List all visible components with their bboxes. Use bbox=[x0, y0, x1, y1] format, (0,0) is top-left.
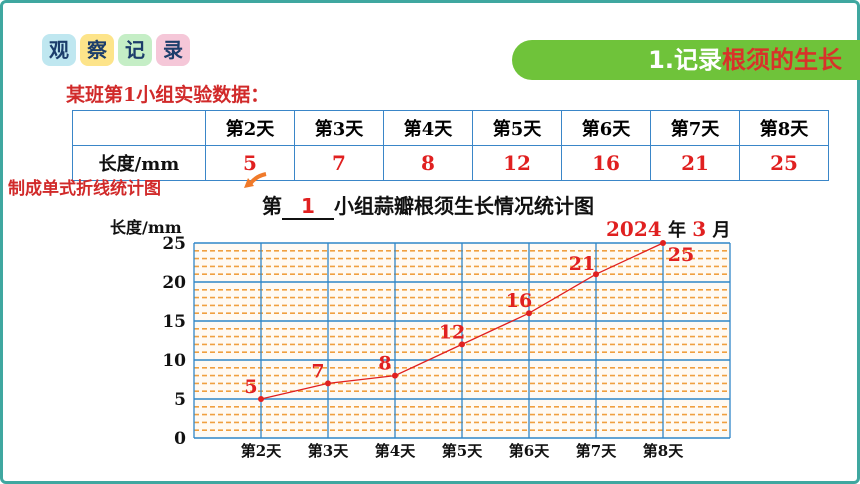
y-tick-label: 0 bbox=[174, 429, 186, 449]
ribbon-red-text: 根须的生长 bbox=[722, 46, 842, 74]
date-month: 3 bbox=[692, 217, 707, 241]
chart-title: 第 1 小组蒜瓣根须生长情况统计图 bbox=[262, 190, 594, 220]
chart-title-prefix: 第 bbox=[262, 194, 282, 218]
x-tick-label: 第6天 bbox=[509, 442, 550, 460]
data-point bbox=[593, 271, 599, 278]
data-label: 5 bbox=[244, 376, 257, 398]
data-point bbox=[258, 396, 264, 402]
table-value: 7 bbox=[294, 145, 384, 181]
data-label: 8 bbox=[378, 353, 391, 375]
y-tick-label: 15 bbox=[162, 312, 186, 332]
data-label: 21 bbox=[569, 253, 595, 275]
data-subtitle: 某班第1小组实验数据： bbox=[66, 84, 270, 106]
table-day-header: 第4天 bbox=[383, 110, 473, 146]
date-year-unit: 年 bbox=[667, 220, 686, 241]
data-label: 16 bbox=[506, 290, 532, 312]
table-value: 5 bbox=[205, 145, 295, 181]
callout-text: 制成单式折线统计图 bbox=[8, 179, 161, 199]
badge-char: 录 bbox=[156, 34, 190, 66]
chart-title-suffix: 小组蒜瓣根须生长情况统计图 bbox=[334, 194, 594, 218]
y-tick-label: 10 bbox=[162, 351, 186, 371]
table-corner bbox=[72, 110, 206, 146]
data-point bbox=[526, 310, 532, 317]
date-month-unit: 月 bbox=[712, 220, 731, 241]
y-tick-label: 20 bbox=[162, 273, 186, 293]
table-day-header: 第8天 bbox=[739, 110, 829, 146]
table-value: 8 bbox=[383, 145, 473, 181]
badge-char: 观 bbox=[42, 34, 76, 66]
data-table: 第2天 第3天 第4天 第5天 第6天 第7天 第8天 长度/mm 5 7 8 … bbox=[72, 110, 829, 181]
observation-record-badge: 观 察 记 录 bbox=[42, 34, 190, 68]
table-day-header: 第3天 bbox=[294, 110, 384, 146]
data-label: 25 bbox=[668, 244, 694, 266]
chart-title-group: 1 bbox=[282, 194, 334, 220]
x-tick-label: 第7天 bbox=[576, 442, 617, 460]
data-point bbox=[660, 240, 666, 246]
table-value: 16 bbox=[561, 145, 651, 181]
x-tick-label: 第3天 bbox=[308, 442, 349, 460]
section-ribbon: 1.记录根须的生长 bbox=[512, 40, 860, 80]
y-tick-label: 25 bbox=[162, 234, 186, 254]
badge-char: 记 bbox=[118, 34, 152, 66]
table-value: 12 bbox=[472, 145, 562, 181]
data-point bbox=[325, 380, 331, 387]
y-tick-label: 5 bbox=[174, 390, 186, 410]
date-year: 2024 bbox=[606, 217, 662, 241]
table-day-header: 第2天 bbox=[205, 110, 295, 146]
x-tick-label: 第2天 bbox=[241, 442, 282, 460]
table-day-header: 第6天 bbox=[561, 110, 651, 146]
table-value: 21 bbox=[650, 145, 740, 181]
table-value: 25 bbox=[739, 145, 829, 181]
y-axis-label: 长度/mm bbox=[110, 218, 182, 237]
data-point bbox=[392, 372, 398, 379]
table-value-row: 长度/mm 5 7 8 12 16 21 25 bbox=[72, 145, 829, 181]
badge-char: 察 bbox=[80, 34, 114, 66]
data-label: 7 bbox=[311, 360, 324, 382]
table-day-header: 第7天 bbox=[650, 110, 740, 146]
callout-arrow-icon bbox=[244, 172, 267, 188]
x-tick-label: 第8天 bbox=[643, 442, 684, 460]
ribbon-white-text: 记录 bbox=[674, 46, 722, 74]
ribbon-number: 1. bbox=[648, 46, 674, 74]
data-label: 12 bbox=[439, 321, 465, 343]
table-header-row: 第2天 第3天 第4天 第5天 第6天 第7天 第8天 bbox=[72, 110, 829, 146]
data-point bbox=[459, 341, 465, 348]
x-tick-label: 第4天 bbox=[375, 442, 416, 460]
chart-date: 2024 年 3 月 bbox=[606, 216, 730, 242]
x-tick-label: 第5天 bbox=[442, 442, 483, 460]
